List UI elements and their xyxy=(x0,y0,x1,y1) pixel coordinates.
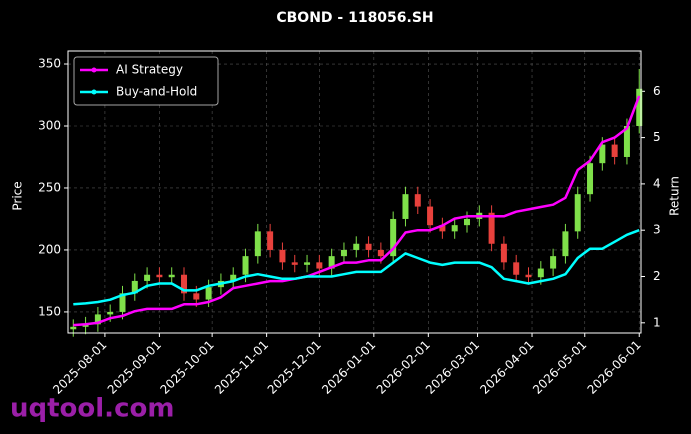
candle-body xyxy=(402,194,409,219)
y-axis-label: Price xyxy=(11,181,25,210)
candle-body xyxy=(205,287,212,300)
candle-body xyxy=(463,218,470,226)
candle-body xyxy=(439,225,446,232)
candle-body xyxy=(119,293,126,312)
y-tick-label: 200 xyxy=(38,242,61,256)
candle-body xyxy=(500,243,507,263)
candle-body xyxy=(193,293,200,300)
candle-body xyxy=(550,256,557,269)
candle-body xyxy=(168,274,175,278)
candle-body xyxy=(267,231,274,250)
candle-body xyxy=(242,256,249,275)
y2-tick-label: 3 xyxy=(653,223,661,237)
series-line xyxy=(73,229,640,306)
x-tick-label: 2026-01-01 xyxy=(319,338,378,397)
candle-body xyxy=(414,194,421,207)
candle-body xyxy=(144,274,151,281)
candle-body xyxy=(537,268,544,278)
candle-body xyxy=(451,225,458,232)
candle-body xyxy=(107,311,114,315)
y2-tick-label: 4 xyxy=(653,176,661,190)
candle-body xyxy=(587,163,594,195)
candle-body xyxy=(181,274,188,294)
candle-body xyxy=(611,144,618,157)
plot-frame xyxy=(67,50,642,334)
candle-body xyxy=(623,125,630,157)
y2-tick-label: 1 xyxy=(653,315,661,329)
series-line xyxy=(73,95,641,327)
legend-box xyxy=(73,56,219,106)
candle-body xyxy=(304,262,311,265)
x-tick-label: 2026-06-01 xyxy=(585,338,644,397)
candle-body xyxy=(390,218,397,257)
candle-body xyxy=(94,314,101,325)
candle-body xyxy=(291,262,298,265)
candle-body xyxy=(353,243,360,250)
chart-title: CBOND - 118056.SH xyxy=(276,10,433,26)
candle-body xyxy=(279,249,286,263)
y-tick-label: 300 xyxy=(38,118,61,132)
candle-body xyxy=(636,88,643,126)
candle-body xyxy=(427,206,434,226)
legend-marker xyxy=(91,89,97,95)
x-tick-label: 2026-04-01 xyxy=(477,338,536,397)
y2-tick-label: 6 xyxy=(653,84,661,98)
x-tick-label: 2025-10-01 xyxy=(158,338,217,397)
x-tick-label: 2025-11-01 xyxy=(212,338,271,397)
candle-body xyxy=(316,262,323,269)
y2-axis-label: Return xyxy=(668,176,682,216)
candle-body xyxy=(70,326,77,330)
candle-body xyxy=(513,262,520,275)
candle-body xyxy=(574,194,581,232)
x-tick-label: 2025-12-01 xyxy=(265,338,324,397)
candle-body xyxy=(340,249,347,257)
y-tick-label: 150 xyxy=(38,304,61,318)
candle-body xyxy=(488,212,495,244)
candle-body xyxy=(156,274,163,278)
legend-label: AI Strategy xyxy=(116,63,183,77)
y2-tick-label: 2 xyxy=(653,269,661,283)
x-tick-label: 2025-09-01 xyxy=(105,338,164,397)
candle-body xyxy=(525,274,532,278)
y-tick-label: 350 xyxy=(38,57,61,71)
candle-body xyxy=(131,280,138,294)
candle-body xyxy=(82,324,89,327)
y2-tick-label: 5 xyxy=(653,130,661,144)
candle-body xyxy=(562,231,569,257)
legend-label: Buy-and-Hold xyxy=(116,85,197,99)
candle-body xyxy=(599,144,606,164)
legend-marker xyxy=(91,67,97,73)
candle-body xyxy=(230,274,237,281)
candle-body xyxy=(254,231,261,257)
candle-body xyxy=(365,243,372,250)
x-tick-label: 2025-08-01 xyxy=(50,338,109,397)
candle-body xyxy=(328,256,335,269)
x-tick-label: 2026-05-01 xyxy=(530,338,589,397)
candle-body xyxy=(377,249,384,257)
watermark: uqtool.com xyxy=(10,394,174,424)
y-tick-label: 250 xyxy=(38,180,61,194)
